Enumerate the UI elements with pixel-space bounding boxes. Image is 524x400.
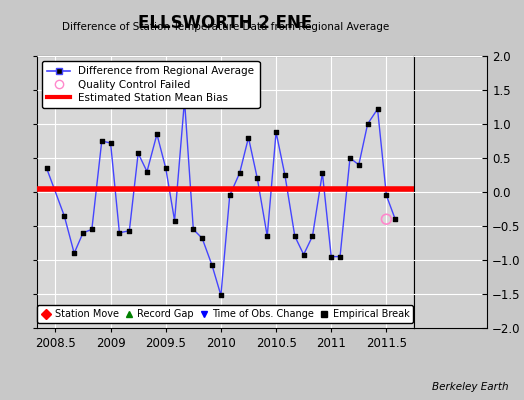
Point <box>253 175 261 182</box>
Point <box>225 192 234 198</box>
Point <box>170 217 179 224</box>
Point <box>281 172 289 178</box>
Point <box>42 165 51 171</box>
Point <box>308 233 316 239</box>
Point <box>336 254 344 260</box>
Point <box>161 165 170 171</box>
Point <box>143 168 151 175</box>
Point <box>374 106 382 112</box>
Point <box>291 233 299 239</box>
Point <box>88 226 96 232</box>
Point <box>364 121 372 127</box>
Point <box>115 230 124 236</box>
Point <box>152 131 161 137</box>
Point <box>391 216 399 222</box>
Point <box>79 230 87 236</box>
Point <box>346 155 354 161</box>
Point <box>244 134 253 141</box>
Point <box>189 226 198 232</box>
Point <box>382 216 390 222</box>
Text: Berkeley Earth: Berkeley Earth <box>432 382 508 392</box>
Point <box>272 129 280 135</box>
Point <box>180 97 189 103</box>
Point <box>318 170 326 176</box>
Point <box>235 170 244 176</box>
Point <box>97 138 106 144</box>
Legend: Station Move, Record Gap, Time of Obs. Change, Empirical Break: Station Move, Record Gap, Time of Obs. C… <box>37 305 413 323</box>
Point <box>299 251 308 258</box>
Point <box>106 140 115 146</box>
Point <box>60 212 69 219</box>
Point <box>355 162 363 168</box>
Point <box>134 150 143 156</box>
Text: ELLSWORTH 2 ENE: ELLSWORTH 2 ENE <box>138 14 312 32</box>
Point <box>70 250 79 256</box>
Point <box>208 262 216 269</box>
Point <box>217 292 225 298</box>
Point <box>125 228 134 234</box>
Point <box>263 233 271 239</box>
Point <box>198 235 206 242</box>
Point <box>327 254 335 260</box>
Text: Difference of Station Temperature Data from Regional Average: Difference of Station Temperature Data f… <box>62 22 389 32</box>
Point <box>382 192 390 198</box>
